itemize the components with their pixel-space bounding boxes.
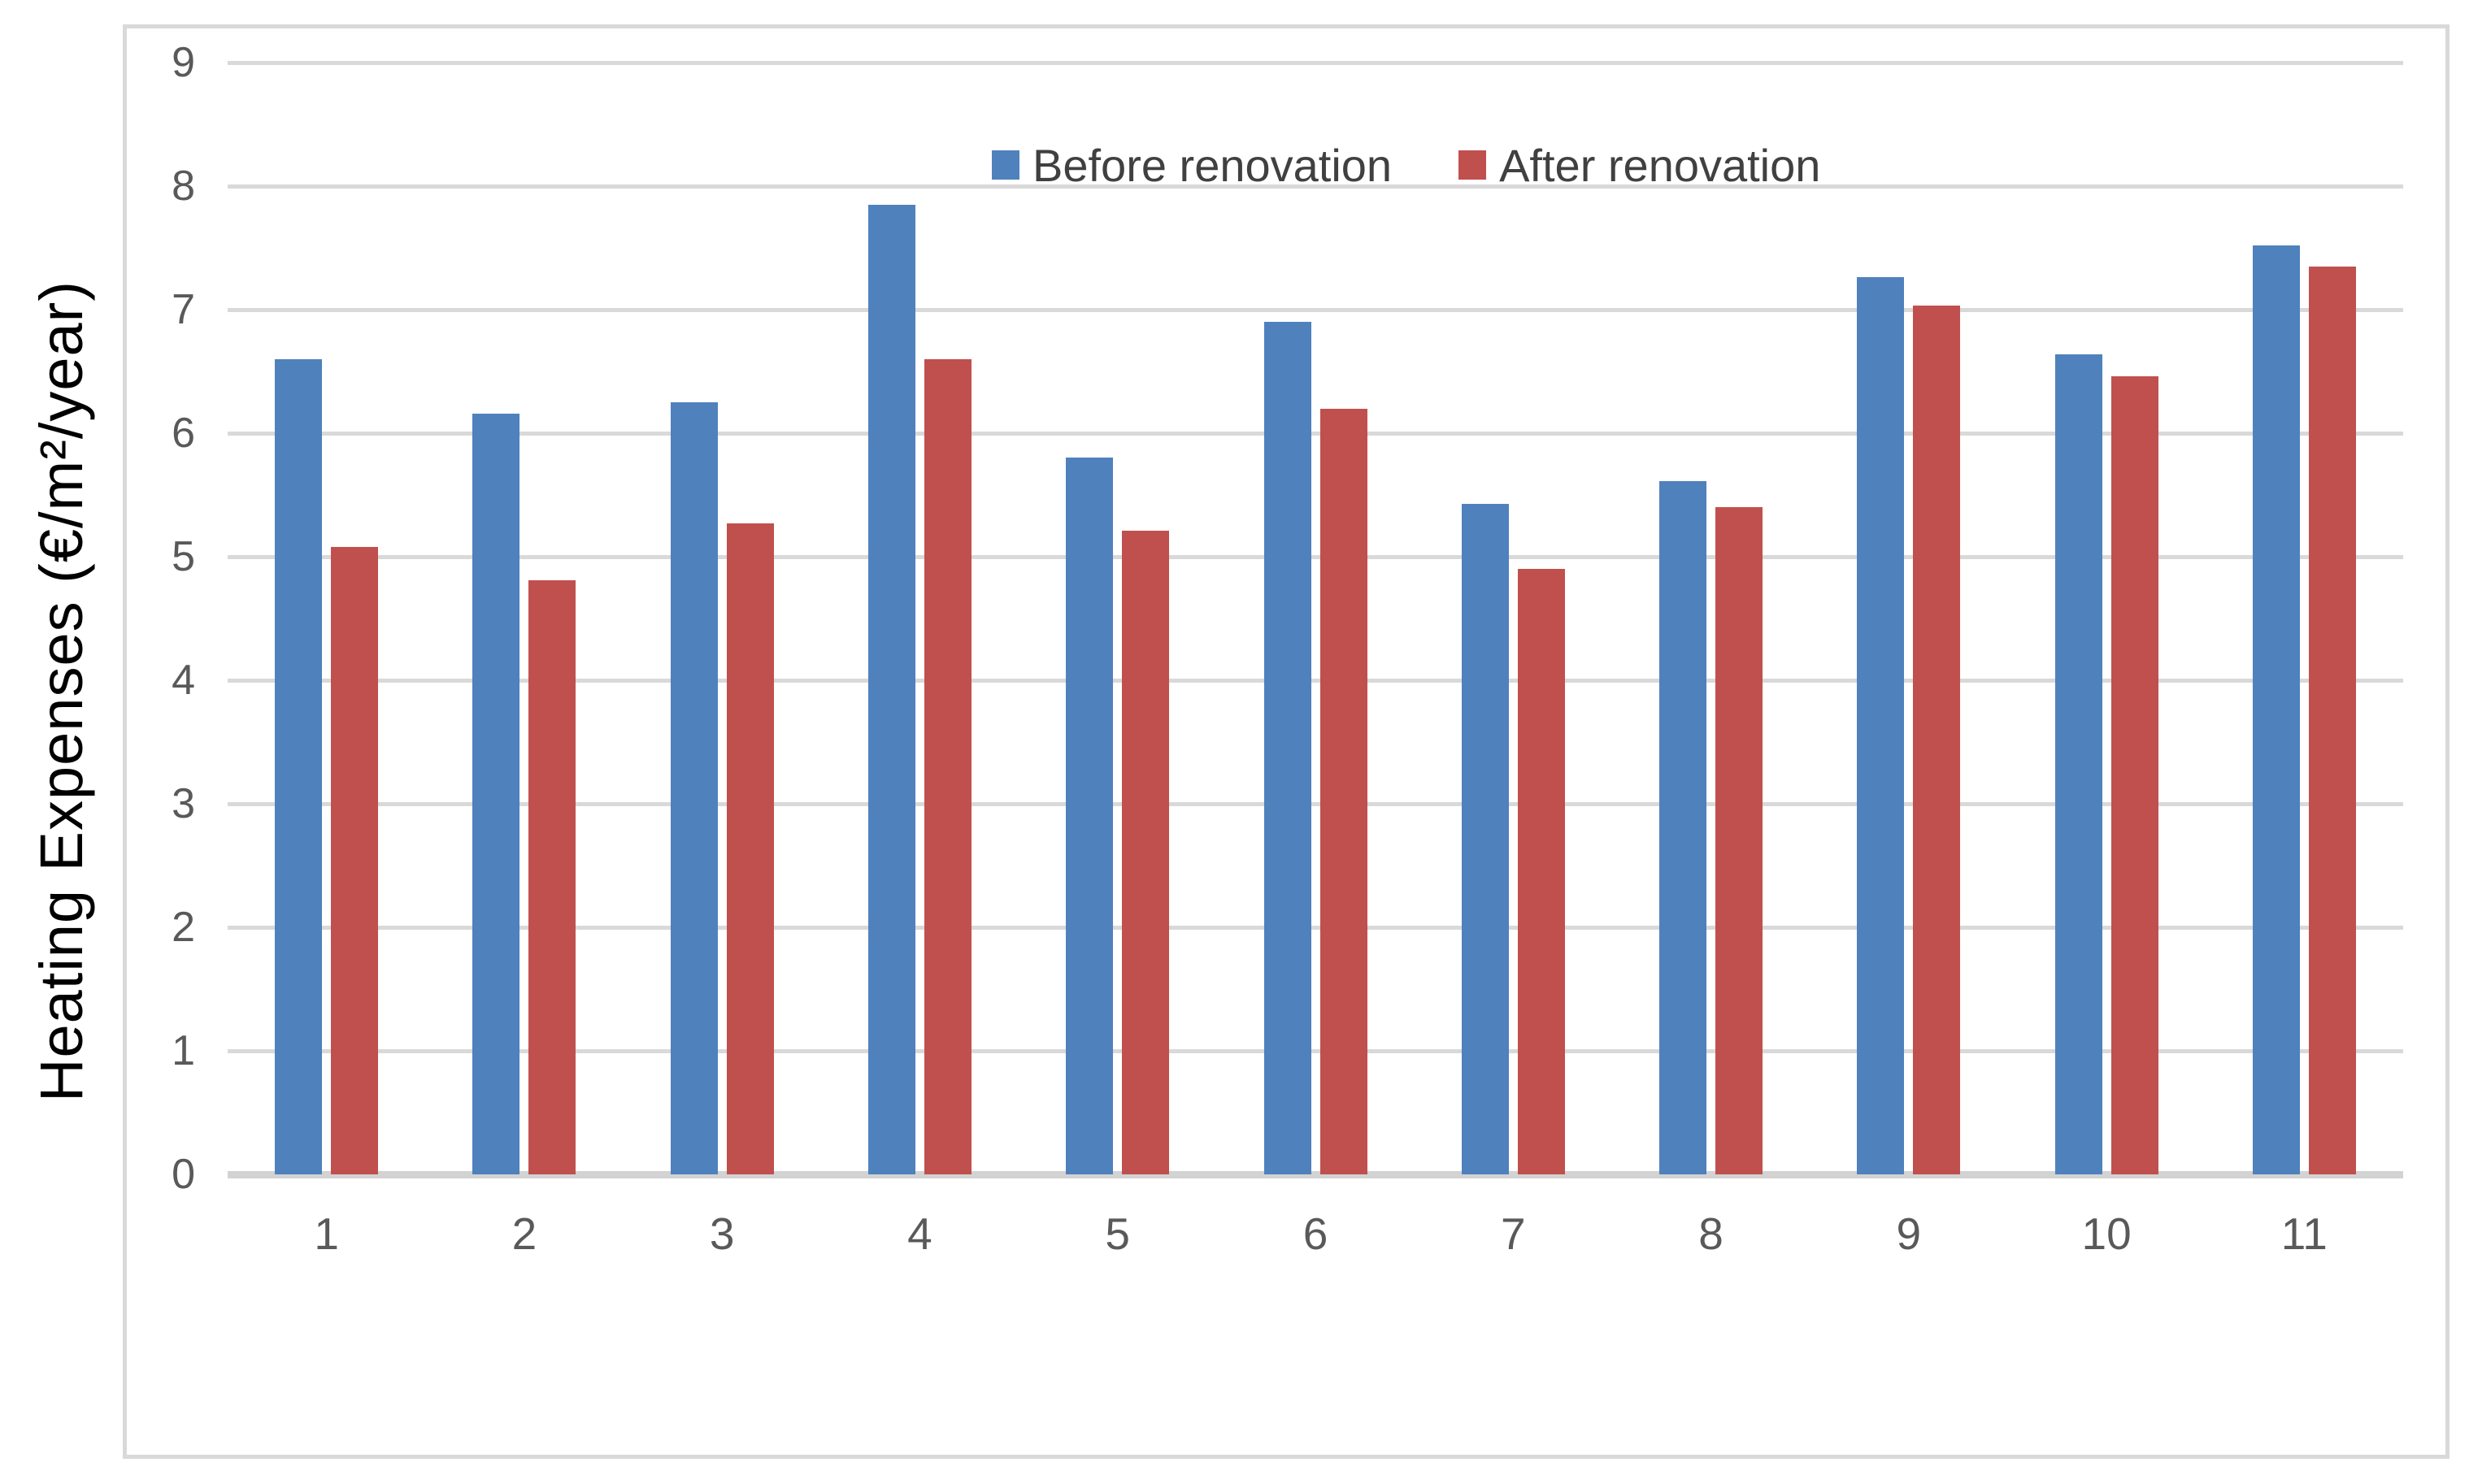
before-renovation-bar-5: [1066, 458, 1114, 1174]
y-tick-label-2: 2: [172, 904, 195, 951]
after-renovation-bar-2: [528, 579, 576, 1174]
before-renovation-bar-7: [1461, 503, 1509, 1174]
x-tick-label-1: 1: [314, 1208, 339, 1259]
y-tick-label-9: 9: [172, 39, 195, 86]
after-renovation-bar-9: [1913, 306, 1961, 1174]
chart-area-border: [123, 24, 2449, 1459]
gridline-y-4: [228, 679, 2403, 683]
before-renovation-bar-1: [275, 358, 323, 1174]
x-tick-label-6: 6: [1302, 1208, 1328, 1259]
y-tick-label-6: 6: [172, 410, 195, 457]
x-tick-label-5: 5: [1105, 1208, 1131, 1259]
y-tick-label-0: 0: [172, 1151, 195, 1198]
before-renovation-bar-11: [2252, 245, 2300, 1174]
before-renovation-bar-3: [670, 402, 718, 1174]
y-tick-label-4: 4: [172, 657, 195, 704]
before-renovation-bar-6: [1263, 322, 1311, 1174]
legend-swatch-after-renovation-icon: [1458, 150, 1487, 180]
gridline-y-6: [228, 432, 2403, 436]
y-tick-label-1: 1: [172, 1027, 195, 1074]
x-tick-label-8: 8: [1698, 1208, 1724, 1259]
before-renovation-bar-9: [1857, 277, 1905, 1174]
y-tick-label-8: 8: [172, 163, 195, 210]
x-tick-label-2: 2: [511, 1208, 537, 1259]
x-tick-label-7: 7: [1500, 1208, 1526, 1259]
x-tick-label-10: 10: [2081, 1208, 2132, 1259]
x-tick-label-9: 9: [1896, 1208, 1922, 1259]
after-renovation-bar-4: [924, 358, 972, 1174]
legend: Before renovation After renovation: [992, 139, 1820, 192]
before-renovation-bar-8: [1659, 481, 1707, 1174]
gridline-y-2: [228, 926, 2403, 930]
after-renovation-bar-1: [331, 546, 379, 1174]
y-tick-label-7: 7: [172, 286, 195, 333]
legend-label-after-renovation: After renovation: [1499, 139, 1821, 191]
legend-item-after-renovation: After renovation: [1458, 139, 1820, 192]
after-renovation-bar-8: [1715, 507, 1763, 1174]
after-renovation-bar-7: [1517, 569, 1565, 1174]
before-renovation-bar-10: [2054, 354, 2102, 1174]
before-renovation-bar-4: [867, 204, 915, 1174]
after-renovation-bar-3: [726, 523, 774, 1174]
gridline-y-7: [228, 308, 2403, 312]
x-axis-line: [228, 1171, 2403, 1178]
gridline-y-5: [228, 555, 2403, 559]
x-tick-label-11: 11: [2280, 1208, 2328, 1259]
gridline-y-9: [228, 61, 2403, 65]
after-renovation-bar-5: [1122, 531, 1170, 1174]
before-renovation-bar-2: [472, 413, 520, 1174]
legend-item-before-renovation: Before renovation: [992, 139, 1392, 192]
legend-swatch-before-renovation-icon: [992, 150, 1019, 180]
legend-label-before-renovation: Before renovation: [1032, 139, 1393, 191]
after-renovation-bar-10: [2110, 376, 2158, 1174]
y-tick-label-5: 5: [172, 533, 195, 580]
gridline-y-8: [228, 184, 2403, 189]
x-tick-label-3: 3: [709, 1208, 735, 1259]
after-renovation-bar-11: [2308, 266, 2356, 1174]
x-tick-label-4: 4: [907, 1208, 932, 1259]
after-renovation-bar-6: [1319, 408, 1367, 1174]
gridline-y-3: [228, 802, 2403, 806]
y-tick-label-3: 3: [172, 780, 195, 827]
gridline-y-1: [228, 1049, 2403, 1053]
